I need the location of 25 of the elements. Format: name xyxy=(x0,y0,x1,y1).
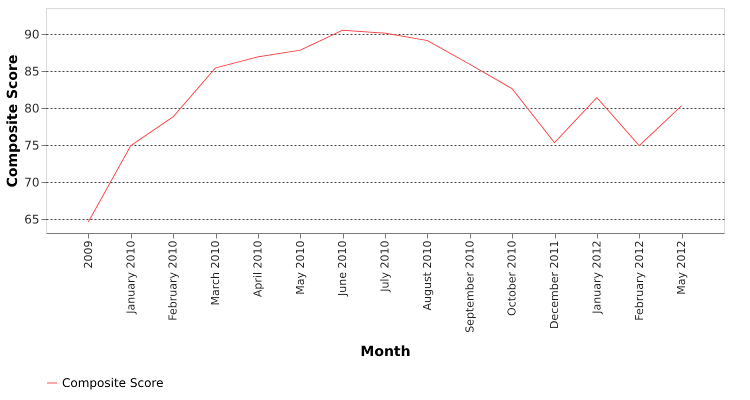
line-series xyxy=(88,30,682,222)
x-tick-label: 2009 xyxy=(82,240,95,268)
x-tick-label: August 2010 xyxy=(420,240,434,310)
x-tick-label: December 2011 xyxy=(548,240,561,330)
x-tick-label: May 2010 xyxy=(294,240,307,295)
x-tick-label: April 2010 xyxy=(251,240,264,298)
x-tick-label: July 2010 xyxy=(378,240,392,293)
x-tick-label: March 2010 xyxy=(209,240,222,306)
legend-label: Composite Score xyxy=(62,376,164,390)
x-tick-label: May 2012 xyxy=(675,240,688,295)
x-tick-label: January 2010 xyxy=(124,240,138,315)
x-axis-title: Month xyxy=(360,344,411,360)
y-tick-label: 70 xyxy=(24,175,40,190)
x-tick-label: January 2012 xyxy=(590,240,604,315)
x-tick-label: June 2010 xyxy=(336,240,350,297)
y-axis-title: Composite Score xyxy=(5,54,22,188)
y-tick-label: 80 xyxy=(24,101,40,116)
y-tick-label: 85 xyxy=(24,64,40,78)
y-tick-label: 75 xyxy=(24,138,40,152)
x-tick-label: September 2010 xyxy=(463,240,476,333)
y-tick-label: 90 xyxy=(24,27,40,42)
x-tick-label: October 2010 xyxy=(506,240,519,316)
x-tick-label: February 2012 xyxy=(632,240,646,321)
y-tick-label: 65 xyxy=(24,212,40,226)
x-tick-label: February 2010 xyxy=(166,240,180,321)
